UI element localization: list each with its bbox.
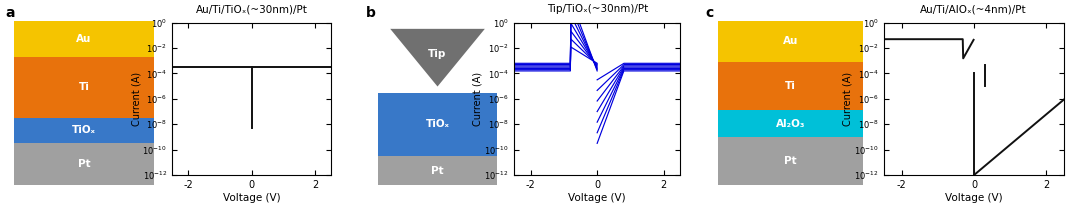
X-axis label: Voltage (V): Voltage (V) [223,193,281,203]
Y-axis label: Current (A): Current (A) [473,72,483,126]
Bar [718,62,863,110]
Bar [14,57,154,118]
Y-axis label: Current (A): Current (A) [843,72,852,126]
Text: Tip/TiOₓ(~30nm)/Pt: Tip/TiOₓ(~30nm)/Pt [547,4,648,14]
Text: Au/Ti/AlOₓ(~4nm)/Pt: Au/Ti/AlOₓ(~4nm)/Pt [919,4,1027,14]
Text: Pt: Pt [77,159,90,169]
Bar [718,110,863,137]
X-axis label: Voltage (V): Voltage (V) [569,193,626,203]
Y-axis label: Current (A): Current (A) [131,72,141,126]
Bar [378,93,497,156]
Bar [718,137,863,185]
Bar [14,118,154,143]
Text: Tip: Tip [428,49,447,59]
Polygon shape [390,29,485,87]
Text: Al₂O₃: Al₂O₃ [776,119,805,129]
X-axis label: Voltage (V): Voltage (V) [945,193,1003,203]
Bar [718,21,863,62]
Text: Pt: Pt [431,166,444,176]
Text: TiOₓ: TiOₓ [426,119,449,129]
Text: b: b [366,6,375,20]
Text: Ti: Ti [785,81,797,91]
Bar [14,143,154,185]
Text: Au: Au [783,36,799,46]
Text: Pt: Pt [785,156,797,166]
Text: Ti: Ti [78,82,89,92]
Text: TiOₓ: TiOₓ [72,125,96,135]
Bar [378,156,497,185]
Text: Au/Ti/TiOₓ(~30nm)/Pt: Au/Ti/TiOₓ(~30nm)/Pt [196,4,307,14]
Bar [14,21,154,57]
Text: c: c [705,6,714,20]
Text: a: a [5,6,15,20]
Text: Au: Au [76,34,91,44]
